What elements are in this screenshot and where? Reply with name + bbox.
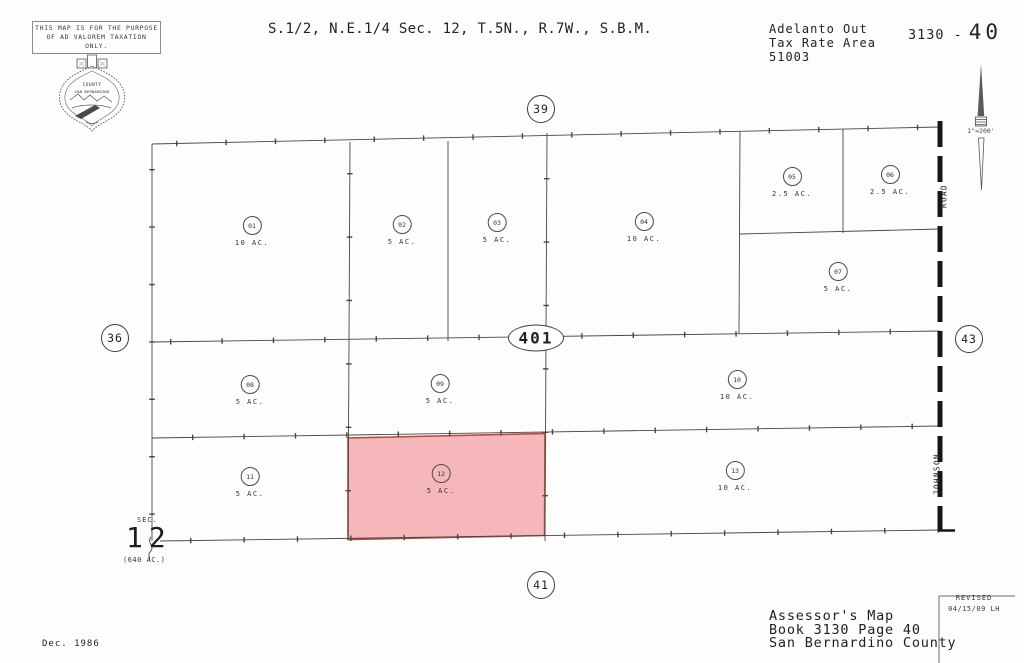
parcel-acreage: 5 AC.: [425, 397, 455, 405]
parcel-number: 01: [242, 216, 262, 235]
parcel-acreage: 10 AC.: [717, 484, 753, 492]
parcel-label-13: 13 10 AC.: [718, 461, 752, 492]
tax-area-name: Adelanto Out: [769, 22, 868, 36]
scale-label: 1"=200': [967, 127, 995, 135]
parcel-number: 02: [392, 215, 412, 234]
disclaimer-line1: THIS MAP IS FOR THE PURPOSE: [35, 24, 158, 32]
section-corner-mark: [148, 536, 153, 561]
north-arrow-icon: [975, 64, 987, 191]
book-page-number: 3130 - 40: [908, 20, 1002, 44]
parcel-acreage: 10 AC.: [719, 393, 755, 401]
edge-marker-401: 401: [508, 324, 564, 352]
parcel-number: 06: [880, 165, 900, 184]
parcel-label-11: 11 5 AC.: [236, 467, 265, 498]
parcel-label-04: 04 10 AC.: [627, 212, 661, 243]
parcel-label-12: 12 5 AC.: [427, 464, 456, 495]
parcel-line-v4: [738, 130, 741, 335]
county-seal-icon: [59, 54, 125, 132]
parcel-label-03: 03 5 AC.: [483, 213, 512, 244]
parcel-number: 13: [725, 461, 745, 480]
parcel-label-02: 02 5 AC.: [388, 215, 417, 246]
seal-text-county: COUNTY: [82, 83, 102, 88]
assessor-line2: Book 3130 Page 40: [769, 621, 921, 638]
section-label: SEC.: [137, 516, 158, 524]
parcel-acreage: 2.5 AC.: [869, 188, 911, 196]
parcel-number: 10: [727, 370, 747, 389]
edge-marker-41: 41: [527, 571, 555, 599]
parcel-number: 03: [487, 213, 507, 232]
map-boundary-bottom: [159, 529, 941, 542]
parcel-acreage: 5 AC.: [235, 398, 265, 406]
parcel-acreage: 5 AC.: [387, 238, 417, 246]
map-boundary-top: [151, 126, 941, 145]
parcel-acreage: 10 AC.: [626, 235, 662, 243]
parcel-acreage: 5 AC.: [235, 490, 265, 498]
parcel-line-v1: [347, 141, 351, 541]
parcel-acreage: 5 AC.: [482, 236, 512, 244]
parcel-label-01: 01 10 AC.: [235, 216, 269, 247]
map-date: Dec. 1986: [42, 639, 100, 649]
page-title: S.1/2, N.E.1/4 Sec. 12, T.5N., R.7W., S.…: [268, 21, 653, 37]
parcel-number: 05: [782, 167, 802, 186]
tax-rate-area-block: Adelanto Out Tax Rate Area 51003: [769, 22, 876, 64]
road-name-johnson: JOHNSON: [932, 452, 942, 496]
edge-marker-36: 36: [101, 324, 129, 352]
parcel-line-h-0506: [739, 228, 941, 235]
parcel-label-10: 10 10 AC.: [720, 370, 754, 401]
revised-date: 04/15/09 LH: [948, 605, 1000, 613]
road-name-road: ROAD: [939, 183, 949, 209]
parcel-label-09: 09 5 AC.: [426, 374, 455, 405]
revised-box: [938, 595, 1015, 663]
edge-marker-43: 43: [955, 325, 983, 353]
parcel-label-05: 05 2.5 AC.: [772, 167, 812, 198]
page-number: 40: [968, 20, 1003, 44]
tax-area-label: Tax Rate Area: [769, 36, 876, 50]
parcel-label-08: 08 5 AC.: [236, 375, 265, 406]
parcel-acreage: 5 AC.: [426, 487, 456, 495]
edge-marker-39: 39: [527, 95, 555, 123]
seal-text-san-bernardino: SAN BERNARDINO: [74, 89, 110, 94]
parcel-number: 07: [828, 262, 848, 281]
parcel-label-06: 06 2.5 AC.: [870, 165, 910, 196]
parcel-number: 11: [240, 467, 260, 486]
parcel-number: 08: [240, 375, 260, 394]
section-acreage: (640 AC.): [123, 556, 166, 564]
parcel-number: 09: [430, 374, 450, 393]
book-number: 3130 -: [908, 27, 963, 43]
parcel-number: 04: [634, 212, 654, 231]
assessor-line3: San Bernardino County: [769, 635, 957, 651]
revised-label: REVISED: [955, 594, 993, 602]
parcel-label-07: 07 5 AC.: [824, 262, 853, 293]
parcel-acreage: 10 AC.: [234, 239, 270, 247]
disclaimer-box: THIS MAP IS FOR THE PURPOSE OF AD VALORE…: [32, 21, 161, 54]
parcel-acreage: 5 AC.: [823, 285, 853, 293]
tax-area-code: 51003: [769, 50, 811, 64]
assessor-map-block: Assessor's Map Book 3130 Page 40 San Ber…: [769, 608, 957, 651]
disclaimer-line2: OF AD VALOREM TAXATION ONLY.: [46, 33, 147, 50]
section-number: 12: [126, 521, 172, 554]
parcel-number: 12: [431, 464, 451, 483]
parcel-acreage: 2.5 AC.: [771, 190, 813, 198]
assessor-line1: Assessor's Map: [769, 608, 894, 624]
